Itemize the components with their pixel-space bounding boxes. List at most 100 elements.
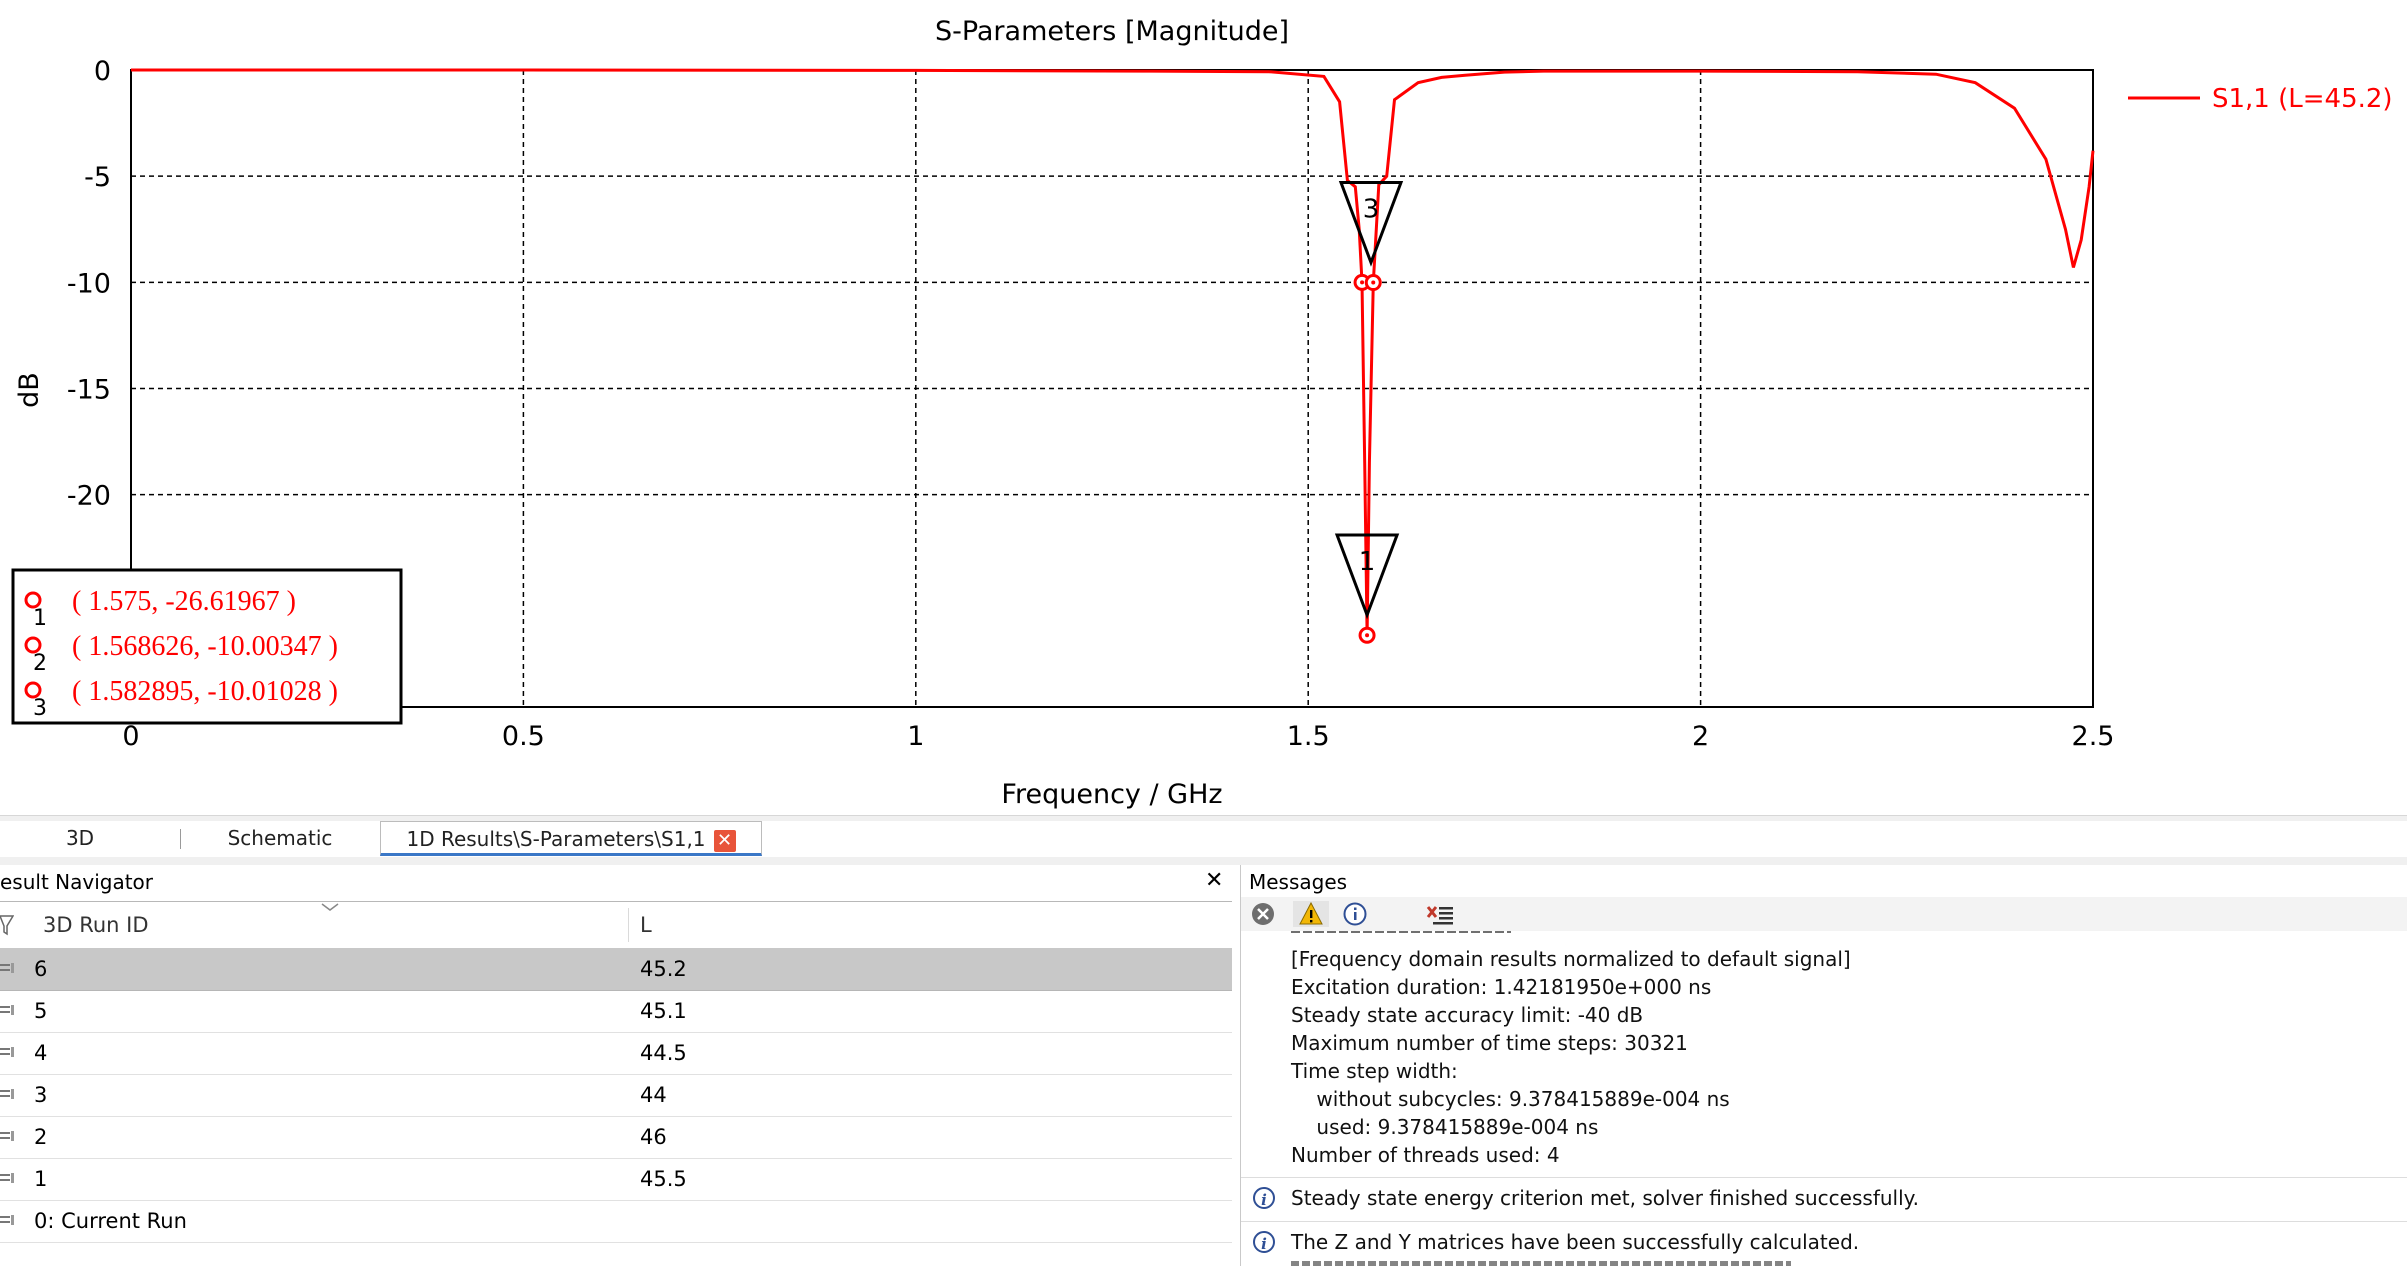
message-line: without subcycles: 9.378415889e-004 ns — [1291, 1087, 1730, 1111]
info-marker-number: 1 — [33, 606, 47, 631]
cell-l-value: 45.5 — [640, 1167, 687, 1191]
run-icon — [0, 963, 14, 973]
s-parameter-chart[interactable]: 0 0.5 1 1.5 2 2.5 0 -5 -10 -15 -20 S-Parameters [M… — [0, 0, 2407, 815]
message-line: Excitation duration: 1.42181950e+000 ns — [1291, 975, 1712, 999]
messages-toolbar — [1241, 897, 2407, 931]
column-divider — [628, 908, 629, 942]
cell-run-id: 2 — [34, 1125, 48, 1149]
warning-filter-button[interactable] — [1293, 901, 1329, 927]
table-row[interactable]: 3 44 — [0, 1074, 1232, 1117]
close-icon[interactable]: ✕ — [713, 829, 736, 852]
panel-gap — [0, 857, 2407, 865]
y-tick-label: -15 — [67, 375, 111, 406]
triangle-marker-label: 3 — [1363, 195, 1380, 225]
run-icon — [0, 1089, 14, 1099]
x-tick-label: 0.5 — [502, 721, 545, 752]
result-navigator-panel: esult Navigator ✕ 3D Run ID L 6 45.2 5 45.1… — [0, 865, 1235, 1266]
y-tick-label: -5 — [84, 162, 111, 193]
x-tick-label: 1 — [907, 721, 924, 752]
tab-1d-results[interactable]: 1D Results\S-Parameters\S1,1 ✕ — [380, 821, 762, 856]
clipped-message-line — [1291, 1261, 1811, 1266]
x-axis-label: Frequency / GHz — [1001, 779, 1222, 810]
table-row[interactable]: 5 45.1 — [0, 990, 1232, 1033]
table-row[interactable]: 2 46 — [0, 1116, 1232, 1159]
x-tick-label: 0 — [122, 721, 139, 752]
table-row[interactable]: 6 45.2 — [0, 948, 1232, 991]
tab-bar: 3D Schematic 1D Results\S-Parameters\S1,… — [0, 821, 2407, 859]
message-line: used: 9.378415889e-004 ns — [1291, 1115, 1599, 1139]
y-axis-label: dB — [14, 372, 45, 408]
clear-list-icon — [1426, 906, 1453, 925]
cell-l-value: 44.5 — [640, 1041, 687, 1065]
marker-point-center — [1360, 280, 1365, 285]
run-icon — [0, 1047, 14, 1057]
clear-messages-button[interactable] — [1425, 901, 1453, 927]
cell-run-id: 6 — [34, 957, 48, 981]
info-icon — [1343, 902, 1367, 926]
info-marker-icon — [24, 591, 42, 609]
triangle-marker-3[interactable] — [1338, 181, 1404, 267]
table-row[interactable]: 1 45.5 — [0, 1158, 1232, 1201]
run-icon — [0, 1215, 14, 1225]
info-marker-value[interactable]: ( 1.575, -26.61967 ) — [72, 586, 296, 617]
info-marker-number: 3 — [33, 696, 47, 721]
cell-run-id: 0: Current Run — [34, 1209, 187, 1233]
run-icon — [0, 1173, 14, 1183]
x-tick-label: 1.5 — [1287, 721, 1330, 752]
marker-layer: 31 — [1334, 181, 1404, 644]
cell-run-id: 1 — [34, 1167, 48, 1191]
table-row[interactable]: 0: Current Run — [0, 1200, 1232, 1243]
series-layer — [131, 68, 2095, 636]
clipped-message-line — [1291, 931, 1551, 939]
close-panel-icon[interactable]: ✕ — [1205, 868, 1224, 893]
info-marker-value[interactable]: ( 1.568626, -10.00347 ) — [72, 631, 338, 662]
message-line: Time step width: — [1291, 1059, 1458, 1083]
cell-run-id: 5 — [34, 999, 48, 1023]
cell-run-id: 3 — [34, 1083, 48, 1107]
messages-panel: Messages [Frequency domain results norma… — [1240, 865, 2407, 1266]
triangle-marker-1[interactable] — [1334, 533, 1400, 620]
message-line: Steady state accuracy limit: -40 dB — [1291, 1003, 1644, 1027]
marker-info-entries: 1 ( 1.575, -26.61967 ) 2 ( 1.568626, -10.00… — [24, 586, 338, 721]
sort-chevron-icon — [321, 903, 339, 911]
message-info-solver[interactable]: Steady state energy criterion met, solve… — [1291, 1186, 1919, 1210]
y-tick-label: 0 — [94, 56, 111, 87]
cell-l-value: 45.2 — [640, 957, 687, 981]
info-marker-value[interactable]: ( 1.582895, -10.01028 ) — [72, 676, 338, 707]
message-line: [Frequency domain results normalized to … — [1291, 947, 1851, 971]
triangle-marker-label: 1 — [1359, 547, 1376, 577]
grid — [131, 70, 2093, 707]
cell-l-value: 44 — [640, 1083, 667, 1107]
message-line: Number of threads used: 4 — [1291, 1143, 1560, 1167]
messages-title: Messages — [1249, 870, 1348, 894]
splitter[interactable] — [0, 815, 2407, 822]
tab-schematic[interactable]: Schematic — [227, 826, 333, 850]
marker-point-center — [1371, 280, 1376, 285]
legend-entry[interactable]: S1,1 (L=45.2) — [2212, 84, 2393, 114]
table-header: 3D Run ID L — [0, 901, 1232, 949]
series-line-s11[interactable] — [131, 68, 2095, 636]
error-filter-button[interactable] — [1249, 901, 1277, 927]
column-header-run-id[interactable]: 3D Run ID — [43, 913, 149, 937]
axis-ticks: 0 0.5 1 1.5 2 2.5 0 -5 -10 -15 -20 — [67, 56, 2115, 752]
cell-run-id: 4 — [34, 1041, 48, 1065]
warning-icon — [1299, 901, 1323, 925]
info-icon: i — [1253, 1187, 1275, 1209]
tab-1d-results-label: 1D Results\S-Parameters\S1,1 — [406, 827, 706, 851]
message-line: Maximum number of time steps: 30321 — [1291, 1031, 1688, 1055]
info-marker-icon — [24, 681, 42, 699]
message-separator — [1241, 1177, 2407, 1178]
message-info-matrices[interactable]: The Z and Y matrices have been successfu… — [1291, 1230, 1860, 1254]
filter-icon[interactable] — [0, 914, 14, 936]
info-filter-button[interactable] — [1341, 901, 1369, 927]
result-navigator-title: esult Navigator — [0, 870, 154, 894]
y-tick-label: -10 — [67, 268, 111, 299]
x-tick-label: 2.5 — [2072, 721, 2115, 752]
x-tick-label: 2 — [1692, 721, 1709, 752]
marker-info-box — [11, 568, 403, 725]
table-row[interactable]: 4 44.5 — [0, 1032, 1232, 1075]
column-header-l[interactable]: L — [640, 913, 652, 937]
info-marker-number: 2 — [33, 651, 47, 676]
tab-3d[interactable]: 3D — [65, 826, 95, 850]
tab-separator — [180, 829, 181, 849]
